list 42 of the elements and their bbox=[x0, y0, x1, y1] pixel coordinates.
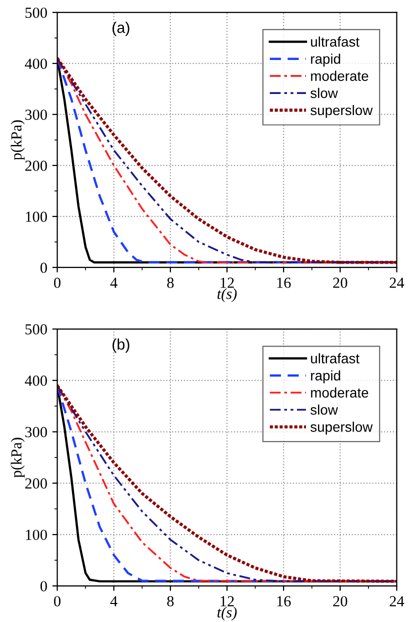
x-tick-label: 12 bbox=[220, 278, 234, 288]
x-tick-label: 16 bbox=[277, 596, 291, 606]
y-tick-label: 200 bbox=[25, 160, 47, 171]
legend-label: moderate bbox=[311, 70, 368, 81]
legend-label: moderate bbox=[311, 387, 368, 398]
legend-label: rapid bbox=[311, 370, 340, 384]
x-tick-label: 4 bbox=[110, 596, 118, 606]
y-axis-title: p(kPa) bbox=[10, 120, 25, 160]
annotation: (b) bbox=[112, 338, 130, 353]
legend-label: rapid bbox=[311, 54, 340, 67]
legend-label: ultrafast bbox=[311, 353, 360, 364]
x-tick-label: 4 bbox=[110, 278, 118, 288]
y-tick-label: 500 bbox=[26, 8, 47, 18]
y-tick-label: 0 bbox=[40, 581, 47, 592]
y-tick-label: 300 bbox=[25, 426, 47, 438]
y-axis-title: p(kPa) bbox=[10, 438, 25, 478]
x-tick-label: 12 bbox=[220, 596, 234, 606]
y-tick-label: 400 bbox=[24, 58, 47, 69]
x-tick-label: 20 bbox=[333, 596, 348, 606]
y-tick-label: 400 bbox=[24, 376, 47, 386]
x-tick-label: 24 bbox=[390, 278, 404, 288]
legend-label: ultrafast bbox=[311, 36, 360, 47]
legend-label: slow bbox=[310, 88, 338, 98]
x-tick-label: 20 bbox=[333, 278, 348, 288]
annotation: (a) bbox=[112, 22, 130, 36]
y-tick-label: 500 bbox=[26, 324, 47, 334]
y-tick-label: 0 bbox=[40, 262, 47, 273]
legend-label: superslow bbox=[310, 422, 373, 435]
legend-label: superslow bbox=[310, 104, 373, 118]
x-tick-label: 8 bbox=[167, 596, 174, 606]
x-axis-title: t(s) bbox=[217, 288, 237, 302]
y-tick-label: 100 bbox=[26, 530, 47, 540]
x-tick-label: 8 bbox=[167, 278, 174, 288]
y-tick-label: 200 bbox=[25, 478, 47, 489]
x-axis-title: t(s) bbox=[217, 606, 237, 621]
y-tick-label: 100 bbox=[26, 212, 47, 222]
legend-label: slow bbox=[310, 404, 338, 415]
x-tick-label: 0 bbox=[54, 278, 60, 288]
y-tick-label: 300 bbox=[25, 110, 47, 120]
x-tick-label: 16 bbox=[277, 278, 291, 288]
x-tick-label: 24 bbox=[390, 596, 404, 606]
x-tick-label: 0 bbox=[54, 596, 60, 606]
